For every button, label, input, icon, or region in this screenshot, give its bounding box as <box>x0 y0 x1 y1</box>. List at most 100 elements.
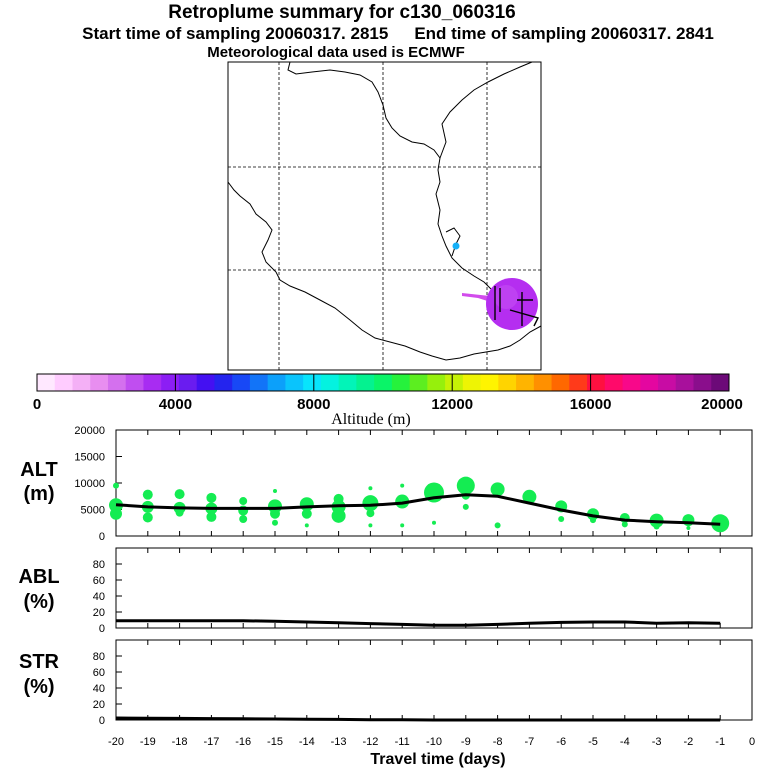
alt-label: ALT <box>20 459 57 481</box>
colorbar-cell <box>462 374 482 391</box>
map-panel <box>227 61 542 371</box>
colorbar-cell <box>90 374 109 391</box>
abl-yticks: 0 20 40 60 80 <box>93 548 753 635</box>
alt-unit: (m) <box>23 483 54 505</box>
colorbar-cell <box>161 374 180 391</box>
colorbar-cell <box>551 374 570 391</box>
colorbar-label: 4000 <box>159 396 192 413</box>
x-axis: -20 -19 -18 -17 -16 -15 -14 -13 -12 -11 -10 -9 -8 -7-… <box>108 736 755 748</box>
alt-point <box>558 516 565 523</box>
colorbar-cell <box>374 374 393 391</box>
plume-marker-low <box>452 242 460 250</box>
str-yticks: 0 20 40 60 80 <box>93 640 753 727</box>
abl-line <box>116 619 721 627</box>
y-tick-label: 0 <box>99 531 105 543</box>
colorbar-cells <box>37 374 730 391</box>
alt-point <box>142 489 153 500</box>
colorbar-label: 8000 <box>297 396 330 413</box>
colorbar-cell <box>196 374 215 391</box>
colorbar-cell <box>675 374 695 391</box>
alt-point <box>400 483 405 488</box>
x-tick-label: -6 <box>556 736 566 748</box>
alt-point <box>395 494 410 509</box>
x-tick-label: -11 <box>395 736 410 748</box>
x-axis-label: Travel time (days) <box>370 751 505 768</box>
y-tick-label: 60 <box>93 667 105 679</box>
alt-panel: 0 5000 10000 15000 20000 ALT (m) <box>20 425 753 543</box>
alt-point <box>522 489 537 504</box>
colorbar-cell <box>445 374 464 391</box>
x-tick-label: 0 <box>749 736 755 748</box>
colorbar-cell <box>569 374 588 391</box>
colorbar-cell <box>622 374 641 391</box>
x-tick-label: -20 <box>108 736 124 748</box>
colorbar-cell <box>711 374 730 391</box>
alt-point <box>175 508 184 517</box>
x-tick-label: -1 <box>715 736 725 748</box>
alt-point <box>432 520 436 525</box>
sampling-track <box>494 286 540 327</box>
alt-point <box>110 507 122 520</box>
colorbar-cell <box>427 374 446 391</box>
colorbar-cell <box>693 374 712 391</box>
alt-point <box>490 482 505 497</box>
colorbar-frame <box>36 373 730 392</box>
y-tick-label: 80 <box>93 559 105 571</box>
x-tick-label: -8 <box>493 736 503 748</box>
x-tick-label: -19 <box>140 736 156 748</box>
alt-point <box>368 523 373 528</box>
abl-label: ABL <box>18 566 59 588</box>
colorbar-label: 20000 <box>701 396 743 413</box>
alt-point <box>113 482 119 489</box>
x-tick-label: -12 <box>362 736 378 748</box>
colorbar-cell <box>587 374 606 391</box>
colorbar: 0 4000 8000 12000 16000 20000 Altitude (… <box>33 373 743 428</box>
colorbar-cell <box>516 374 535 391</box>
colorbar-cell <box>480 374 499 391</box>
alt-point <box>333 493 344 504</box>
alt-point <box>590 517 596 524</box>
y-tick-label: 80 <box>93 651 105 663</box>
alt-point <box>304 523 309 528</box>
end-time-label: End time of sampling 20060317. 2841 <box>414 24 714 43</box>
alt-point <box>621 521 628 528</box>
start-time-label: Start time of sampling 20060317. 2815 <box>82 24 389 43</box>
alt-point <box>494 522 501 529</box>
colorbar-cell <box>320 374 340 391</box>
x-tick-label: -2 <box>684 736 694 748</box>
colorbar-cell <box>178 374 198 391</box>
colorbar-cell <box>249 374 269 391</box>
colorbar-cell <box>214 374 233 391</box>
colorbar-cell <box>356 374 375 391</box>
x-tick-label: -4 <box>620 736 630 748</box>
alt-point <box>301 508 312 519</box>
colorbar-cell <box>54 374 73 391</box>
alt-mean-line <box>115 493 721 526</box>
alt-point <box>331 508 346 523</box>
alt-point <box>273 488 277 493</box>
x-tick-label: -7 <box>525 736 535 748</box>
x-tick-label: -14 <box>299 736 315 748</box>
colorbar-cell <box>604 374 624 391</box>
alt-points <box>109 476 730 533</box>
x-tick-label: -3 <box>652 736 662 748</box>
chart-title: Retroplume summary for c130_060316 <box>168 2 516 23</box>
str-line <box>115 716 721 722</box>
x-tick-label: -10 <box>426 736 442 748</box>
colorbar-title: Altitude (m) <box>331 411 411 428</box>
colorbar-cell <box>338 374 357 391</box>
colorbar-cell <box>498 374 517 391</box>
met-data-label: Meteorological data used is ECMWF <box>207 44 465 61</box>
colorbar-label: 0 <box>33 396 41 413</box>
alt-point <box>686 526 691 531</box>
alt-point <box>653 523 660 530</box>
y-tick-label: 15000 <box>74 452 105 464</box>
map-frame <box>227 61 542 371</box>
alt-point <box>239 515 248 524</box>
str-frame <box>115 639 753 721</box>
map-gridlines <box>228 62 541 370</box>
colorbar-label: 16000 <box>570 396 612 413</box>
colorbar-cell <box>125 374 144 391</box>
alt-point <box>366 509 375 518</box>
